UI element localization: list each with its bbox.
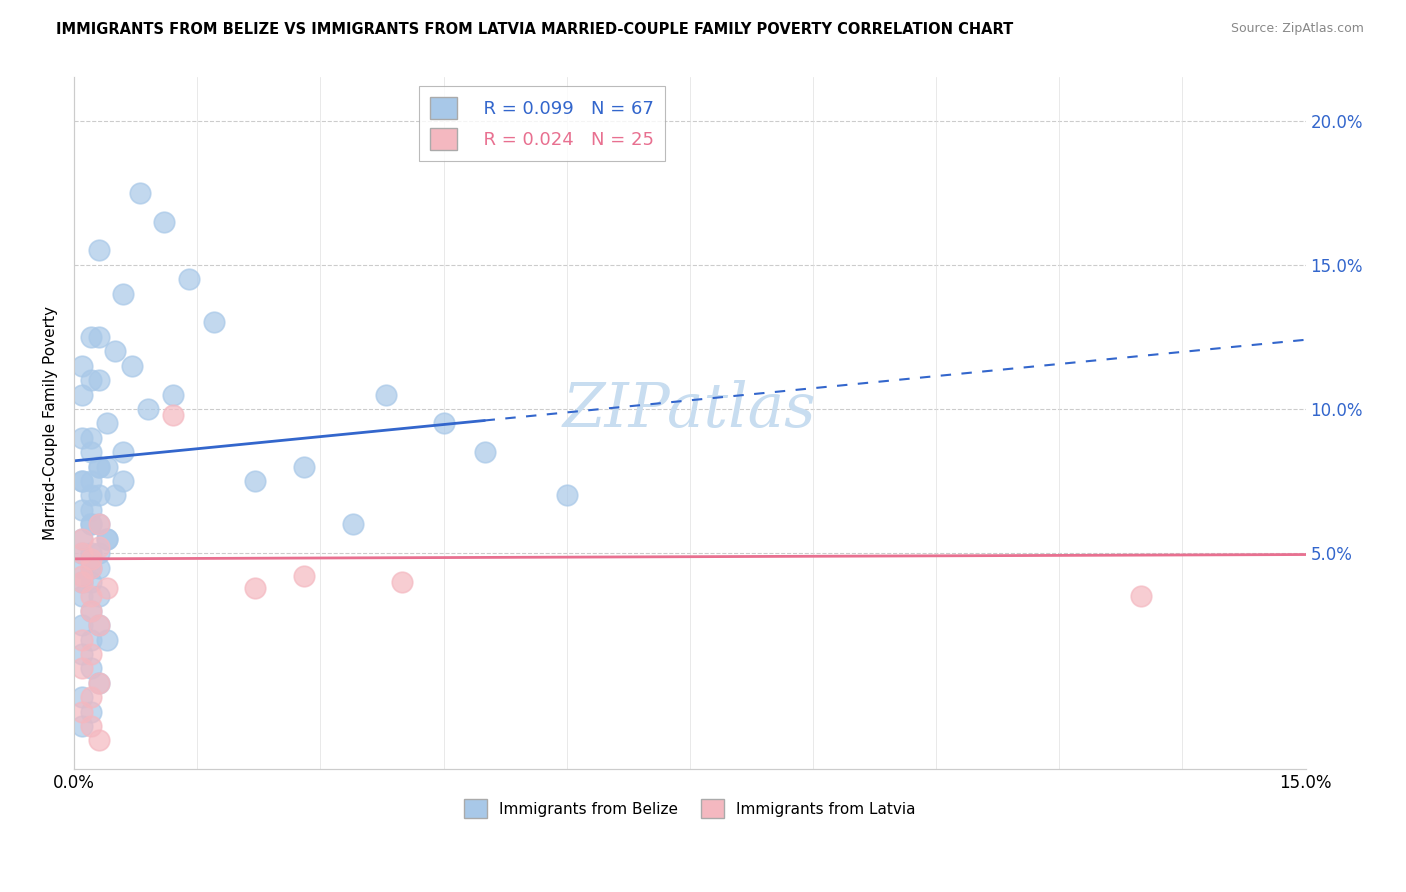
Point [87, 560, 110, 574]
Point [243, 581, 266, 595]
Text: IMMIGRANTS FROM BELIZE VS IMMIGRANTS FROM LATVIA MARRIED-COUPLE FAMILY POVERTY C: IMMIGRANTS FROM BELIZE VS IMMIGRANTS FRO… [56, 22, 1014, 37]
Point [72, 532, 94, 546]
Text: ZIPatlas: ZIPatlas [562, 379, 817, 440]
Point [79, 517, 101, 532]
Point [79, 560, 101, 574]
Point [87, 459, 110, 474]
Point [162, 387, 184, 401]
Point [79, 690, 101, 705]
Point [87, 590, 110, 604]
Point [104, 344, 127, 359]
Point [72, 705, 94, 719]
Point [79, 330, 101, 344]
Point [162, 408, 184, 422]
Point [79, 661, 101, 675]
Point [72, 618, 94, 632]
Point [202, 316, 225, 330]
Legend: Immigrants from Belize, Immigrants from Latvia: Immigrants from Belize, Immigrants from … [458, 793, 922, 824]
Point [72, 359, 94, 373]
Point [87, 488, 110, 502]
Point [87, 618, 110, 632]
Y-axis label: Married-Couple Family Poverty: Married-Couple Family Poverty [44, 306, 58, 541]
Point [555, 488, 578, 502]
Point [79, 560, 101, 574]
Point [87, 541, 110, 555]
Point [79, 647, 101, 661]
Point [72, 387, 94, 401]
Point [177, 272, 200, 286]
Point [87, 517, 110, 532]
Point [87, 675, 110, 690]
Point [79, 445, 101, 459]
Point [79, 503, 101, 517]
Point [432, 417, 454, 431]
Point [375, 387, 398, 401]
Point [292, 569, 315, 583]
Point [79, 705, 101, 719]
Point [87, 373, 110, 387]
Point [391, 574, 413, 589]
Point [87, 546, 110, 560]
Point [121, 359, 143, 373]
Point [72, 569, 94, 583]
Point [79, 552, 101, 566]
Point [72, 690, 94, 705]
Point [79, 474, 101, 488]
Point [72, 590, 94, 604]
Point [96, 532, 118, 546]
Point [79, 604, 101, 618]
Point [153, 214, 176, 228]
Point [87, 675, 110, 690]
Point [72, 503, 94, 517]
Point [72, 431, 94, 445]
Point [96, 532, 118, 546]
Point [112, 286, 135, 301]
Point [79, 590, 101, 604]
Point [1130, 590, 1153, 604]
Point [72, 647, 94, 661]
Point [96, 581, 118, 595]
Point [87, 517, 110, 532]
Point [72, 474, 94, 488]
Point [87, 618, 110, 632]
Point [292, 459, 315, 474]
Point [96, 632, 118, 647]
Point [72, 574, 94, 589]
Point [96, 417, 118, 431]
Point [87, 459, 110, 474]
Point [79, 719, 101, 733]
Point [87, 733, 110, 747]
Point [79, 517, 101, 532]
Point [243, 474, 266, 488]
Point [79, 546, 101, 560]
Point [342, 517, 364, 532]
Point [136, 401, 159, 416]
Point [72, 632, 94, 647]
Point [72, 574, 94, 589]
Point [112, 474, 135, 488]
Point [72, 546, 94, 560]
Point [87, 330, 110, 344]
Point [79, 604, 101, 618]
Point [72, 474, 94, 488]
Text: Source: ZipAtlas.com: Source: ZipAtlas.com [1230, 22, 1364, 36]
Point [72, 546, 94, 560]
Point [79, 431, 101, 445]
Point [79, 488, 101, 502]
Point [72, 560, 94, 574]
Point [79, 574, 101, 589]
Point [112, 445, 135, 459]
Point [474, 445, 496, 459]
Point [87, 244, 110, 258]
Point [128, 186, 150, 200]
Point [104, 488, 127, 502]
Point [72, 719, 94, 733]
Point [72, 532, 94, 546]
Point [96, 459, 118, 474]
Point [72, 661, 94, 675]
Point [79, 373, 101, 387]
Point [79, 632, 101, 647]
